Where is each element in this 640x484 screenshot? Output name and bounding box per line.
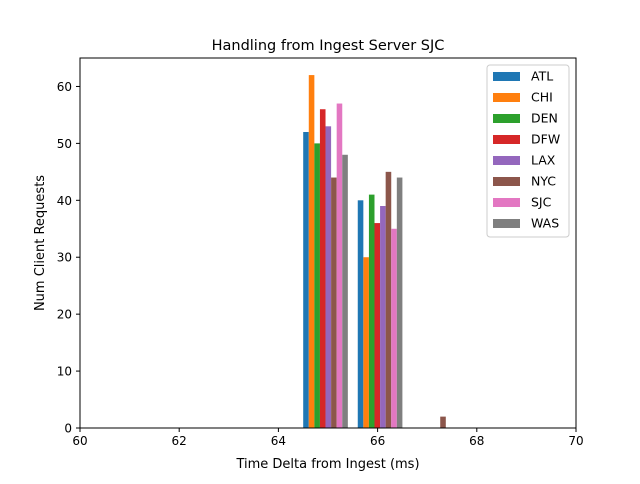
plot-frame bbox=[79, 57, 577, 429]
legend-swatch-was bbox=[493, 219, 520, 228]
legend-swatch-sjc bbox=[493, 198, 520, 207]
legend-label-lax: LAX bbox=[531, 153, 556, 168]
y-axis-label: Num Client Requests bbox=[33, 175, 48, 311]
y-tick-label: 50 bbox=[57, 137, 72, 151]
bar-dfw-bin-1 bbox=[319, 109, 326, 428]
legend-box bbox=[486, 64, 570, 238]
bars-group bbox=[303, 75, 446, 429]
bar-den-bin-1 bbox=[314, 143, 320, 428]
x-tick-label: 66 bbox=[370, 434, 385, 448]
x-tick-label: 68 bbox=[469, 434, 484, 448]
bar-chi-bin-1 bbox=[308, 75, 315, 429]
y-axis: 0 10 20 30 40 50 60 bbox=[57, 80, 80, 436]
chart-title: Handling from Ingest Server SJC bbox=[212, 38, 445, 54]
bar-den-bin-2 bbox=[368, 194, 375, 428]
bar-lax-bin-1 bbox=[325, 126, 332, 429]
bar-chi-bin-2 bbox=[363, 257, 369, 428]
legend-swatch-atl bbox=[493, 72, 520, 81]
y-tick-label: 0 bbox=[64, 422, 72, 436]
y-tick-label: 10 bbox=[57, 365, 72, 379]
y-tick-label: 30 bbox=[57, 251, 72, 265]
y-tick-label: 40 bbox=[57, 194, 72, 208]
legend-label-dfw: DFW bbox=[531, 132, 560, 147]
legend-label-nyc: NYC bbox=[531, 174, 556, 189]
bar-lax-bin-2 bbox=[380, 206, 386, 428]
x-tick-label: 64 bbox=[271, 434, 286, 448]
legend-label-atl: ATL bbox=[531, 69, 553, 84]
legend-swatch-chi bbox=[493, 93, 520, 102]
bar-was-bin-1 bbox=[342, 154, 348, 428]
legend-swatch-den bbox=[493, 114, 520, 123]
legend-label-sjc: SJC bbox=[531, 195, 552, 210]
bar-dfw-bin-2 bbox=[374, 223, 381, 428]
legend-swatch-dfw bbox=[493, 135, 520, 144]
legend: ATL CHI DEN DFW LAX NYC SJC WAS bbox=[486, 64, 570, 238]
bar-atl-bin-2 bbox=[357, 200, 364, 428]
x-axis-label: Time Delta from Ingest (ms) bbox=[235, 457, 419, 472]
bar-was-bin-2 bbox=[396, 177, 403, 428]
bar-nyc-bin-3 bbox=[440, 416, 446, 428]
x-tick-label: 60 bbox=[72, 434, 87, 448]
bar-sjc-bin-2 bbox=[391, 228, 397, 428]
legend-label-den: DEN bbox=[531, 111, 558, 126]
y-tick-label: 20 bbox=[57, 308, 72, 322]
x-tick-label: 62 bbox=[172, 434, 187, 448]
legend-swatch-lax bbox=[493, 156, 520, 165]
x-axis: 60 62 64 66 68 70 bbox=[72, 428, 584, 448]
y-tick-label: 60 bbox=[57, 80, 72, 94]
bar-nyc-bin-1 bbox=[331, 177, 337, 428]
legend-label-chi: CHI bbox=[531, 90, 553, 105]
bar-atl-bin-1 bbox=[303, 132, 309, 428]
x-tick-label: 70 bbox=[568, 434, 583, 448]
bar-nyc-bin-2 bbox=[385, 171, 392, 428]
legend-swatch-nyc bbox=[493, 177, 520, 186]
bar-sjc-bin-1 bbox=[336, 103, 343, 429]
legend-label-was: WAS bbox=[531, 216, 559, 231]
